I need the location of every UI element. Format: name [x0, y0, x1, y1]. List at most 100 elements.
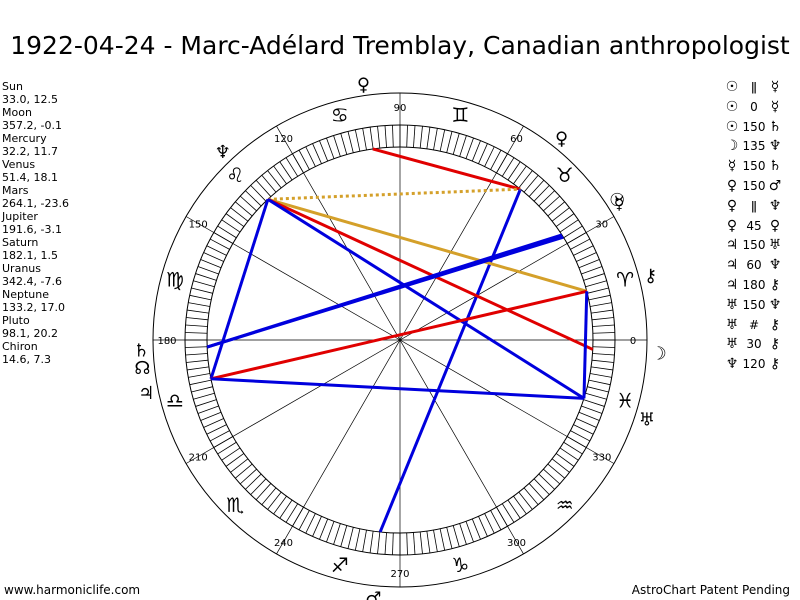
degree-tick: [501, 157, 515, 177]
degree-tick: [551, 207, 570, 222]
aspect-value: 180: [742, 277, 766, 292]
degree-tick: [200, 259, 222, 269]
degree-tick: [439, 129, 446, 152]
degree-tick: [189, 379, 212, 386]
planet-name-chiron: Chiron: [2, 340, 38, 353]
zodiac-sign-icon: ♏: [226, 493, 244, 517]
degree-tick: [484, 513, 495, 534]
aspect-planet-1: ☿: [727, 158, 737, 175]
degree-tick: [305, 513, 316, 534]
degree-tick: [312, 143, 322, 164]
degree-tick: [573, 424, 594, 435]
degree-tick: [186, 317, 209, 321]
degree-tick: [426, 127, 431, 149]
degree-tick: [478, 516, 488, 537]
degree-tick: [465, 521, 474, 543]
degree-tick: [261, 175, 277, 193]
degree-tick: [267, 170, 282, 189]
degree-tick: [319, 140, 329, 162]
planet-pluto-icon: ♀: [357, 75, 370, 96]
aspect-row: ☉ ǁ ☿: [722, 78, 800, 98]
aspect-planet-1: ♀: [726, 217, 738, 234]
degree-tick: [563, 441, 583, 455]
degree-tick: [392, 532, 394, 555]
degree-tick: [239, 195, 257, 212]
aspect-list: ☉ ǁ ☿ ☉ 0 ☿ ☉ 150 ♄ ☽ 135 ♆ ☿ 150 ♄ ♀ 150 ♂ ♀ ǁ ♆ ♀ 45 ♀ ♃ 150 ♅ ♃ 6…: [722, 78, 800, 375]
aspect-planet-1: ♅: [725, 296, 739, 313]
aspect-row: ♆ 120 ⚷: [722, 355, 800, 375]
degree-tick: [518, 170, 533, 189]
aspect-planet-1: ☉: [725, 118, 739, 135]
degree-tick: [312, 516, 322, 537]
degree-tick: [187, 366, 209, 371]
degree-tick: [585, 392, 607, 400]
degree-tick: [507, 499, 521, 519]
planet-name-uranus: Uranus: [2, 262, 41, 275]
degree-tick: [285, 157, 299, 177]
aspect-planet-2: ⚷: [769, 356, 781, 373]
degree-tick: [250, 185, 267, 202]
aspect-planet-2: ♆: [768, 138, 782, 155]
degree-tick: [362, 128, 367, 151]
degree-tick: [305, 146, 316, 167]
degree-tick: [298, 149, 310, 170]
degree-tick: [354, 129, 361, 152]
chart-title: 1922-04-24 - Marc-Adélard Tremblay, Cana…: [10, 31, 790, 60]
planet-mercury-icon: ☿: [614, 193, 625, 214]
degree-tick: [326, 521, 335, 543]
planet-name-moon: Moon: [2, 106, 32, 119]
spoke-line: [185, 216, 615, 464]
degree-tick: [589, 302, 612, 307]
degree-tick: [538, 190, 555, 207]
degree-tick: [570, 430, 591, 442]
aspect-value: ǁ: [751, 80, 757, 94]
planet-coords-mercury: 32.2, 11.7: [2, 145, 58, 158]
degree-tick: [406, 532, 408, 555]
aspect-value: 0: [750, 99, 758, 114]
degree-tick: [459, 523, 467, 545]
zodiac-sign-icon: ♋: [331, 103, 349, 127]
degree-tick: [340, 525, 348, 547]
degree-tick: [235, 463, 253, 479]
degree-tick: [528, 179, 545, 197]
degree-tick: [538, 473, 555, 490]
degree-tick: [490, 149, 502, 170]
degree-tick: [191, 386, 213, 393]
degree-tick: [533, 478, 550, 495]
degree-tick: [245, 473, 262, 490]
aspect-row: ♅ 150 ♆: [722, 296, 800, 316]
degree-label: 60: [510, 134, 523, 145]
planet-coords-neptune: 133.2, 17.0: [2, 301, 65, 314]
aspect-planet-2: ⚷: [769, 316, 781, 333]
degree-tick: [326, 137, 335, 159]
aspect-value: 30: [746, 337, 762, 352]
footer-site-link[interactable]: www.harmoniclife.com: [4, 583, 141, 597]
degree-tick: [578, 411, 600, 421]
aspect-planet-1: ☉: [725, 79, 739, 95]
degree-tick: [543, 468, 561, 485]
degree-tick: [197, 405, 219, 414]
degree-tick: [592, 346, 615, 348]
degree-tick: [533, 185, 550, 202]
degree-tick: [555, 453, 575, 467]
aspect-row: ♀ 45 ♀: [722, 217, 800, 237]
aspect-planet-1: ☽: [725, 138, 739, 155]
degree-tick: [185, 332, 208, 334]
aspect-row: ☿ 150 ♄: [722, 157, 800, 177]
degree-tick: [369, 127, 374, 149]
degree-tick: [523, 175, 539, 193]
degree-tick: [230, 207, 249, 222]
degree-tick: [573, 245, 594, 256]
aspect-value: #: [748, 317, 760, 332]
degree-tick: [581, 405, 603, 414]
degree-tick: [439, 528, 446, 551]
degree-label: 0: [630, 336, 636, 347]
degree-tick: [273, 495, 287, 515]
degree-tick: [384, 125, 387, 148]
degree-tick: [217, 225, 237, 239]
aspect-value: 60: [746, 258, 762, 273]
aspect-planet-2: ♀: [769, 217, 781, 234]
aspect-planet-1: ♃: [725, 237, 739, 254]
degree-tick: [392, 125, 394, 148]
degree-tick: [245, 190, 262, 207]
